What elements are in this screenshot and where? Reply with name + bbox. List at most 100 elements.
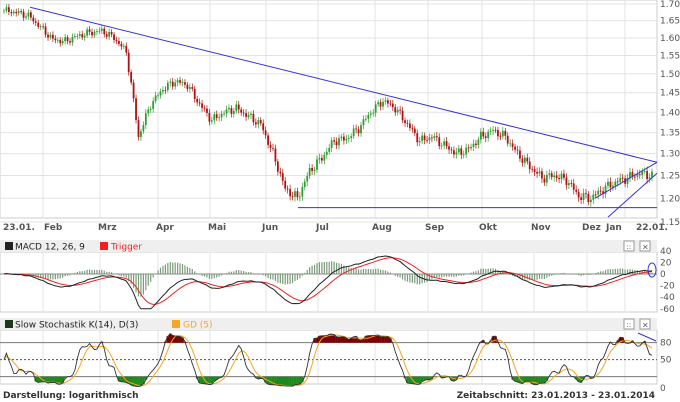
- candle-body: [492, 129, 494, 131]
- gd-line: [3, 334, 653, 387]
- stochastic-expand-button[interactable]: ::: [623, 318, 635, 330]
- candle-body: [487, 131, 490, 139]
- candle-body: [543, 178, 546, 183]
- date-tick-label: 22.01.: [636, 223, 668, 233]
- candle-body: [132, 82, 135, 99]
- gd-legend-label: GD (5): [183, 321, 213, 331]
- candle-body: [345, 138, 348, 141]
- macd-close-button[interactable]: ×: [639, 240, 651, 252]
- candle-body: [440, 145, 443, 147]
- candle-body: [316, 159, 318, 170]
- candle-body: [387, 100, 389, 104]
- candle-body: [225, 109, 228, 114]
- candle-body: [526, 157, 529, 162]
- candle-body: [42, 26, 45, 28]
- candle-body: [404, 120, 406, 124]
- candle-body: [169, 81, 172, 83]
- candle-body: [602, 191, 604, 194]
- price-tick-label: 1.550: [660, 52, 680, 62]
- macd-tick-label: -40: [660, 293, 675, 303]
- candle-body: [303, 181, 306, 188]
- stochastic-close-button[interactable]: ×: [639, 318, 651, 330]
- candle-body: [196, 98, 199, 103]
- candle-body: [69, 41, 71, 43]
- candle-body: [245, 113, 247, 117]
- date-tick-label: Mai: [208, 223, 226, 233]
- candle-body: [406, 123, 409, 124]
- candle-body: [188, 87, 191, 89]
- candle-body: [389, 103, 392, 105]
- candle-body: [274, 148, 277, 162]
- candle-body: [514, 146, 516, 150]
- stochastic-trendline: [637, 332, 657, 342]
- candle-body: [201, 103, 203, 108]
- stochastic-header: [0, 318, 657, 330]
- date-tick-label: Jul: [315, 223, 329, 233]
- macd-tick-label: 20: [660, 258, 672, 268]
- date-tick-label: Jan: [605, 223, 622, 233]
- macd-tick-label: 0: [660, 270, 666, 280]
- candle-body: [279, 171, 282, 174]
- candle-body: [484, 136, 487, 139]
- macd-line: [3, 255, 653, 310]
- candle-body: [276, 161, 279, 172]
- candle-body: [78, 34, 81, 36]
- candle-body: [367, 114, 370, 119]
- candle-body: [558, 177, 560, 180]
- candle-body: [489, 130, 492, 132]
- candle-body: [409, 123, 411, 129]
- candle-body: [399, 109, 402, 111]
- price-axis: 1.700 1.650 1.600 1.550 1.500 1.450 1.400 1.350…: [660, 0, 680, 228]
- candle-body: [7, 7, 10, 13]
- candle-body: [570, 183, 573, 184]
- date-tick-label: Sep: [425, 223, 445, 233]
- candle-body: [633, 176, 636, 178]
- candle-body: [604, 185, 607, 194]
- date-tick-label: Aug: [372, 223, 392, 233]
- candle-body: [619, 177, 622, 182]
- svg-text:::: ::: [627, 243, 632, 251]
- candle-body: [467, 147, 470, 149]
- candle-body: [611, 185, 614, 188]
- candle-body: [152, 101, 155, 109]
- candle-body: [448, 146, 450, 150]
- macd-tick-label: 40: [660, 247, 672, 257]
- candle-body: [3, 10, 5, 12]
- candle-body: [27, 12, 30, 17]
- candle-body: [342, 136, 345, 141]
- candle-body: [264, 130, 267, 136]
- candle-body: [47, 34, 49, 38]
- candle-body: [330, 140, 333, 148]
- candle-body: [372, 112, 375, 114]
- candle-body: [614, 181, 617, 186]
- candle-body: [379, 102, 382, 107]
- candle-body: [445, 141, 448, 147]
- candle-body: [259, 120, 262, 124]
- candle-body: [81, 34, 84, 38]
- candle-body: [509, 143, 512, 145]
- candle-body: [636, 174, 639, 177]
- candle-body: [545, 174, 548, 183]
- candle-body: [401, 110, 404, 121]
- candle-body: [228, 108, 230, 110]
- candle-body: [12, 11, 15, 14]
- macd-expand-button[interactable]: ::: [623, 240, 635, 252]
- candle-body: [218, 117, 221, 119]
- candle-body: [626, 177, 629, 184]
- candle-body: [230, 108, 233, 114]
- date-tick-label: Mrz: [98, 223, 117, 233]
- candle-body: [235, 104, 238, 112]
- candle-body: [325, 151, 328, 155]
- candle-body: [144, 113, 147, 125]
- candle-body: [369, 113, 372, 115]
- stochastic-tick-label: 0: [660, 384, 666, 394]
- candle-body: [609, 181, 612, 188]
- candle-body: [443, 141, 446, 146]
- candle-body: [597, 190, 600, 195]
- candle-body: [37, 22, 40, 27]
- stochastic-k-line: [3, 333, 653, 388]
- candle-body: [333, 140, 336, 142]
- candle-body: [648, 177, 651, 180]
- macd-tick-label: -60: [660, 305, 675, 315]
- candle-body: [506, 135, 509, 144]
